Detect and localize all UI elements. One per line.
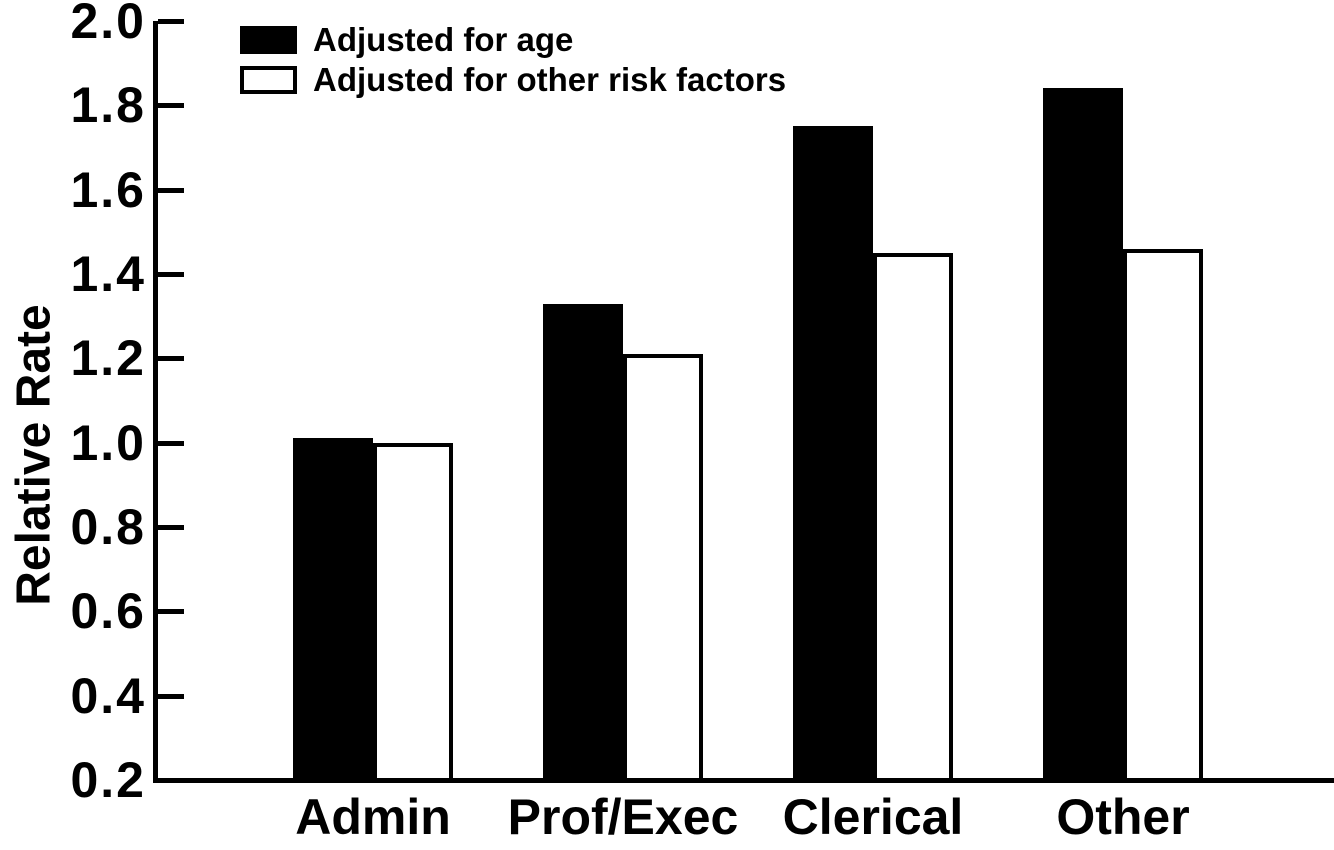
bar-prof-exec-adjusted-for-age (543, 303, 623, 782)
x-category-label-prof-exec: Prof/Exec (507, 789, 739, 845)
y-tick-label-0.4: 0.4 (70, 667, 146, 724)
x-category-label-admin: Admin (295, 789, 451, 845)
legend: Adjusted for age Adjusted for other risk… (240, 21, 787, 105)
y-tick-1.4 (158, 272, 184, 277)
legend-swatch-outlined-icon (240, 65, 297, 94)
y-tick-label-1.0: 1.0 (70, 414, 146, 471)
bar-prof-exec-adjusted-for-other-risk-factors (623, 354, 703, 782)
y-tick-1.8 (158, 103, 184, 109)
x-category-label-clerical: Clerical (782, 789, 964, 845)
bar-other-adjusted-for-age (1043, 88, 1123, 782)
x-axis-line (153, 778, 1334, 783)
bar-clerical-adjusted-for-age (793, 126, 873, 782)
bar-admin-adjusted-for-other-risk-factors (373, 442, 453, 782)
y-tick-0.4 (158, 693, 184, 699)
y-tick-1.0 (158, 440, 184, 446)
legend-swatch-filled-icon (240, 25, 297, 54)
y-tick-label-1.2: 1.2 (70, 330, 146, 387)
y-tick-2.0 (158, 19, 184, 24)
y-tick-label-0.2: 0.2 (70, 752, 146, 808)
bar-clerical-adjusted-for-other-risk-factors (873, 252, 953, 782)
y-tick-0.6 (158, 609, 184, 615)
legend-item-adjusted-for-other-risk-factors: Adjusted for other risk factors (240, 61, 787, 98)
y-tick-1.6 (158, 187, 184, 193)
y-tick-label-2.0: 2.0 (70, 0, 146, 49)
legend-label: Adjusted for other risk factors (313, 61, 787, 98)
y-tick-label-1.4: 1.4 (70, 246, 146, 302)
y-tick-1.2 (158, 356, 184, 362)
y-axis-line (153, 21, 158, 783)
bar-admin-adjusted-for-age (293, 438, 373, 782)
bar-other-adjusted-for-other-risk-factors (1123, 248, 1203, 782)
y-tick-label-0.8: 0.8 (70, 499, 146, 555)
y-tick-0.2 (158, 778, 184, 783)
y-tick-label-1.6: 1.6 (70, 161, 146, 218)
legend-item-adjusted-for-age: Adjusted for age (240, 21, 786, 58)
y-tick-0.8 (158, 525, 184, 530)
legend-label: Adjusted for age (313, 21, 574, 58)
x-category-label-other: Other (1056, 789, 1190, 845)
y-tick-label-0.6: 0.6 (70, 583, 146, 640)
y-tick-label-1.8: 1.8 (70, 77, 146, 134)
